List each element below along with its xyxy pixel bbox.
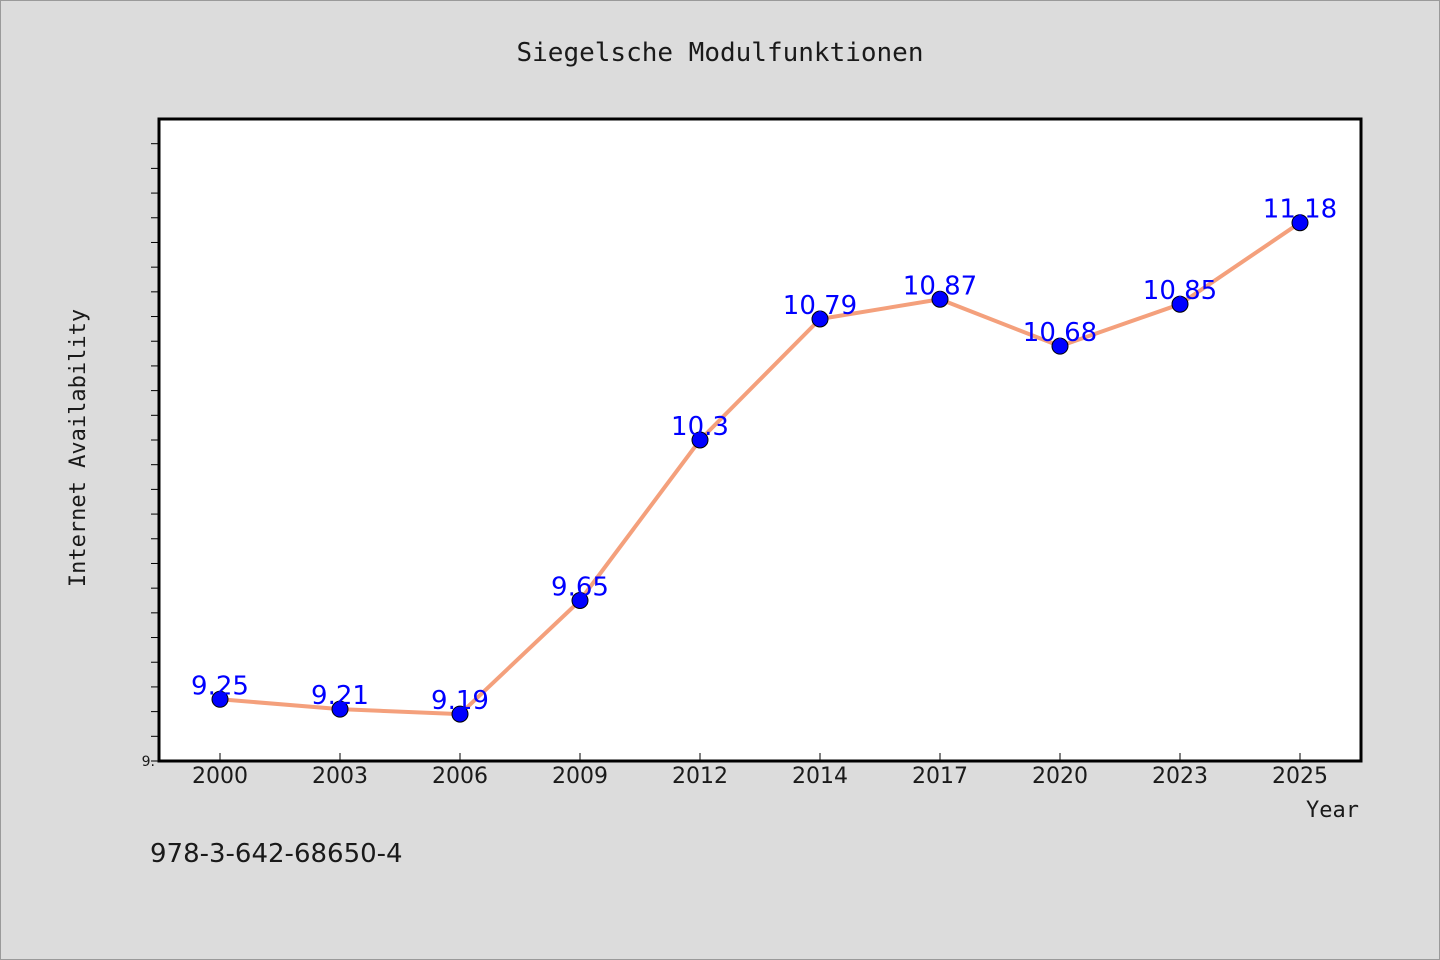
x-tick-label: 2006 xyxy=(432,764,488,789)
data-label: 11.18 xyxy=(1263,195,1337,225)
y-axis-label: Internet Availability xyxy=(66,309,91,587)
data-label: 10.3 xyxy=(671,412,729,442)
x-tick-label: 2003 xyxy=(312,764,368,789)
data-label: 9.21 xyxy=(311,681,369,711)
x-tick-label: 2000 xyxy=(192,764,248,789)
data-point xyxy=(1291,214,1309,232)
series-line xyxy=(219,221,1302,717)
data-label: 10.79 xyxy=(783,291,857,321)
data-label: 10.68 xyxy=(1023,318,1097,348)
x-axis-label: Year xyxy=(1306,798,1359,823)
data-label: 10.87 xyxy=(903,271,977,301)
x-axis-ticks: 2000 2003 2006 2009 2012 2014 2017 2020 2023 2025 xyxy=(192,753,1328,789)
y-tick-label: 9. xyxy=(142,754,155,770)
data-point xyxy=(931,290,949,308)
series-markers xyxy=(211,214,1309,723)
data-labels: 9.25 9.21 9.19 9.65 10.3 10.79 10.87 10.68 10.85… xyxy=(191,195,1337,716)
data-point xyxy=(1171,295,1189,313)
x-tick-label: 2009 xyxy=(552,764,608,789)
data-point xyxy=(571,592,589,609)
x-tick-label: 2023 xyxy=(1152,764,1208,789)
x-tick-label: 2012 xyxy=(672,764,728,789)
x-tick-label: 2020 xyxy=(1032,764,1088,789)
chart-title: Siegelsche Modulfunktionen xyxy=(517,38,924,68)
x-tick-label: 2025 xyxy=(1272,764,1328,789)
data-point xyxy=(331,700,349,718)
data-point xyxy=(211,690,229,708)
y-axis-ticks: 9. xyxy=(142,143,159,770)
data-label: 9.65 xyxy=(551,573,609,603)
data-point xyxy=(1051,337,1069,355)
data-label: 9.25 xyxy=(191,671,249,701)
data-point xyxy=(451,705,469,723)
data-label: 10.85 xyxy=(1143,276,1217,306)
plot-area xyxy=(157,117,1363,763)
footnote-isbn: 978-3-642-68650-4 xyxy=(150,839,403,869)
data-point xyxy=(691,431,709,449)
x-tick-label: 2017 xyxy=(912,764,968,789)
data-point xyxy=(811,310,829,328)
x-tick-label: 2014 xyxy=(792,764,848,789)
data-label: 9.19 xyxy=(431,686,489,716)
